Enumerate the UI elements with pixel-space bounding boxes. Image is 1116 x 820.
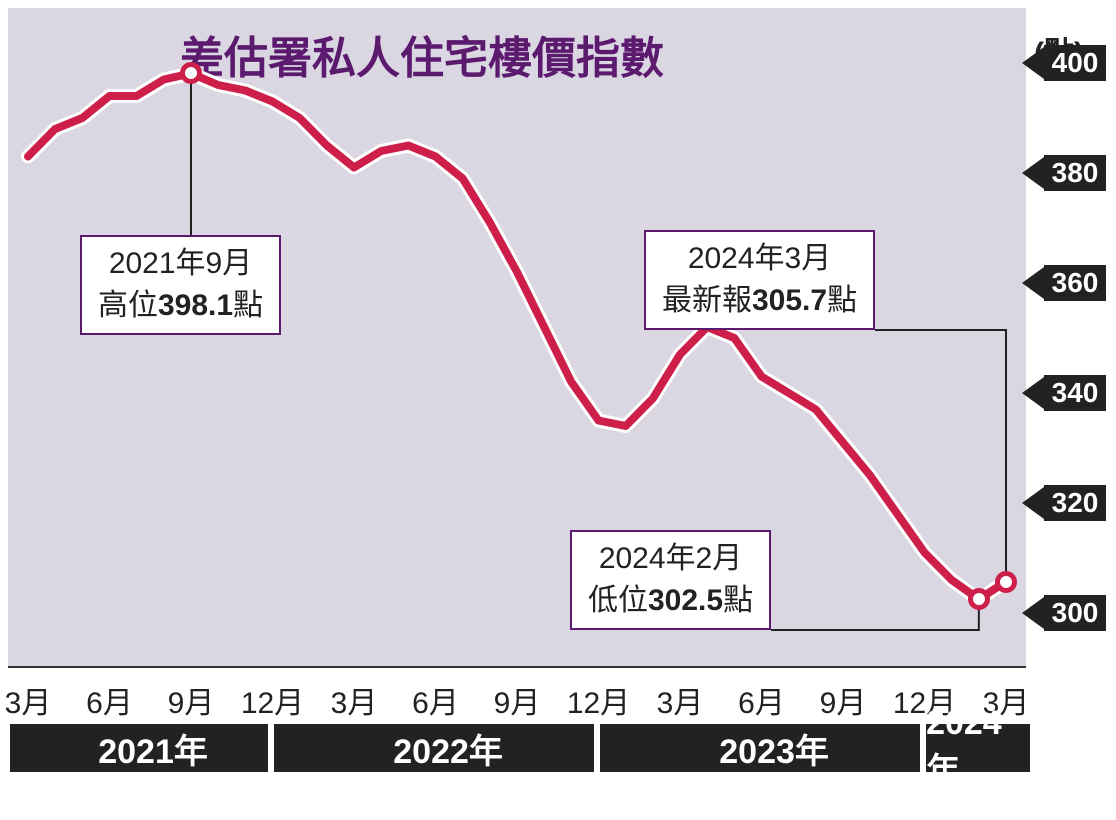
annotation-box: 2021年9月高位398.1點	[80, 235, 281, 335]
x-month-label: 6月	[86, 678, 133, 722]
year-label: 2023年	[594, 724, 948, 772]
x-month-label: 3月	[657, 678, 704, 722]
data-marker	[968, 588, 990, 610]
x-month-label: 3月	[331, 678, 378, 722]
chart-container: 差估署私人住宅樓價指數 (點) 400380360340320300 3月6月9…	[0, 0, 1116, 820]
year-label: 2021年	[10, 724, 296, 772]
x-month-label: 12月	[241, 678, 304, 722]
year-label: 2024年	[920, 724, 1030, 772]
data-marker	[995, 571, 1017, 593]
x-month-label: 12月	[567, 678, 630, 722]
x-month-label: 9月	[820, 678, 867, 722]
annotation-box: 2024年3月最新報305.7點	[644, 230, 875, 330]
year-label: 2022年	[268, 724, 622, 772]
x-month-label: 9月	[494, 678, 541, 722]
x-month-label: 9月	[168, 678, 215, 722]
x-month-label: 6月	[738, 678, 785, 722]
x-month-label: 6月	[412, 678, 459, 722]
data-marker	[180, 62, 202, 84]
annotation-box: 2024年2月低位302.5點	[570, 530, 771, 630]
x-month-label: 3月	[5, 678, 52, 722]
